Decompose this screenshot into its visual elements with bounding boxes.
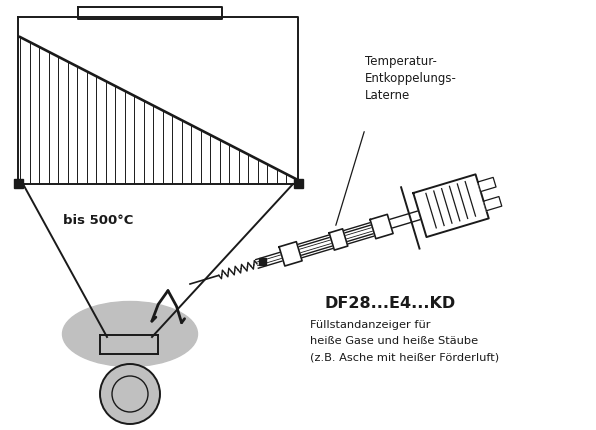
Polygon shape (483, 197, 502, 211)
Circle shape (100, 364, 160, 424)
Polygon shape (279, 242, 302, 266)
Bar (259, 259, 266, 266)
Polygon shape (413, 175, 489, 237)
Bar (158, 335, 167, 343)
Polygon shape (329, 229, 347, 251)
Polygon shape (370, 215, 393, 239)
Text: Füllstandanzeiger für: Füllstandanzeiger für (310, 319, 430, 329)
Bar (91, 335, 100, 343)
Bar (294, 180, 303, 189)
Bar (14, 180, 23, 189)
Text: (z.B. Asche mit heißer Förderluft): (z.B. Asche mit heißer Förderluft) (310, 351, 499, 361)
Text: DF28...E4...KD: DF28...E4...KD (325, 295, 457, 310)
Ellipse shape (63, 302, 197, 367)
Text: Temperatur-
Entkoppelungs-
Laterne: Temperatur- Entkoppelungs- Laterne (365, 55, 457, 102)
Text: heiße Gase und heiße Stäube: heiße Gase und heiße Stäube (310, 335, 478, 345)
Text: bis 500°C: bis 500°C (63, 213, 134, 226)
Polygon shape (478, 178, 496, 192)
